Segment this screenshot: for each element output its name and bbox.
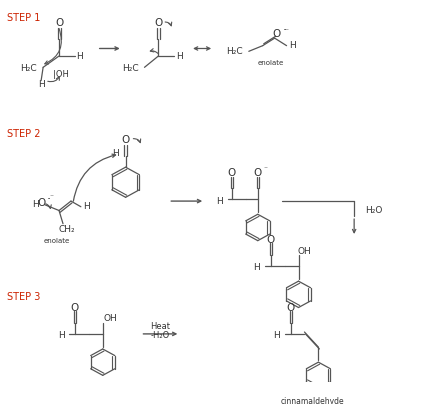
Text: H₂C: H₂C <box>226 47 243 56</box>
Text: OH: OH <box>297 246 312 255</box>
Text: ·: · <box>47 193 51 206</box>
Text: CH₂: CH₂ <box>59 225 75 234</box>
Text: O: O <box>37 198 45 208</box>
Text: H: H <box>253 263 260 272</box>
Text: -H₂O: -H₂O <box>151 331 170 340</box>
Text: ·: · <box>282 24 286 37</box>
Text: ⁻: ⁻ <box>49 193 53 202</box>
Text: H: H <box>77 52 83 61</box>
Text: ⁻: ⁻ <box>264 164 268 174</box>
Text: O: O <box>253 168 262 178</box>
Text: H₂C: H₂C <box>122 64 139 73</box>
Text: H₂C: H₂C <box>21 64 37 73</box>
Text: STEP 1: STEP 1 <box>7 13 41 23</box>
Text: STEP 3: STEP 3 <box>7 292 41 301</box>
Text: H₂O: H₂O <box>365 206 383 215</box>
Text: O: O <box>121 135 130 145</box>
Text: O: O <box>154 18 162 28</box>
Text: |OH: |OH <box>53 70 69 79</box>
Text: cinnamaldehyde: cinnamaldehyde <box>281 397 344 404</box>
Text: H: H <box>216 197 224 206</box>
Text: H: H <box>176 52 183 61</box>
Text: H: H <box>273 331 280 340</box>
Text: O: O <box>55 18 63 28</box>
Text: H: H <box>38 80 44 89</box>
Text: H: H <box>289 41 296 50</box>
Text: ⁻: ⁻ <box>285 26 289 35</box>
Text: enolate: enolate <box>44 238 70 244</box>
Text: enolate: enolate <box>257 60 284 65</box>
Text: H: H <box>33 200 39 209</box>
Text: H: H <box>58 331 64 340</box>
Text: Heat: Heat <box>150 322 170 331</box>
Text: OH: OH <box>104 314 117 323</box>
Text: H: H <box>112 149 119 158</box>
Text: O: O <box>267 235 275 245</box>
Text: H: H <box>84 202 90 211</box>
Text: O: O <box>228 168 236 178</box>
Text: O: O <box>71 303 79 313</box>
Text: O: O <box>272 29 281 39</box>
Text: O: O <box>286 303 295 313</box>
Text: STEP 2: STEP 2 <box>7 128 41 139</box>
